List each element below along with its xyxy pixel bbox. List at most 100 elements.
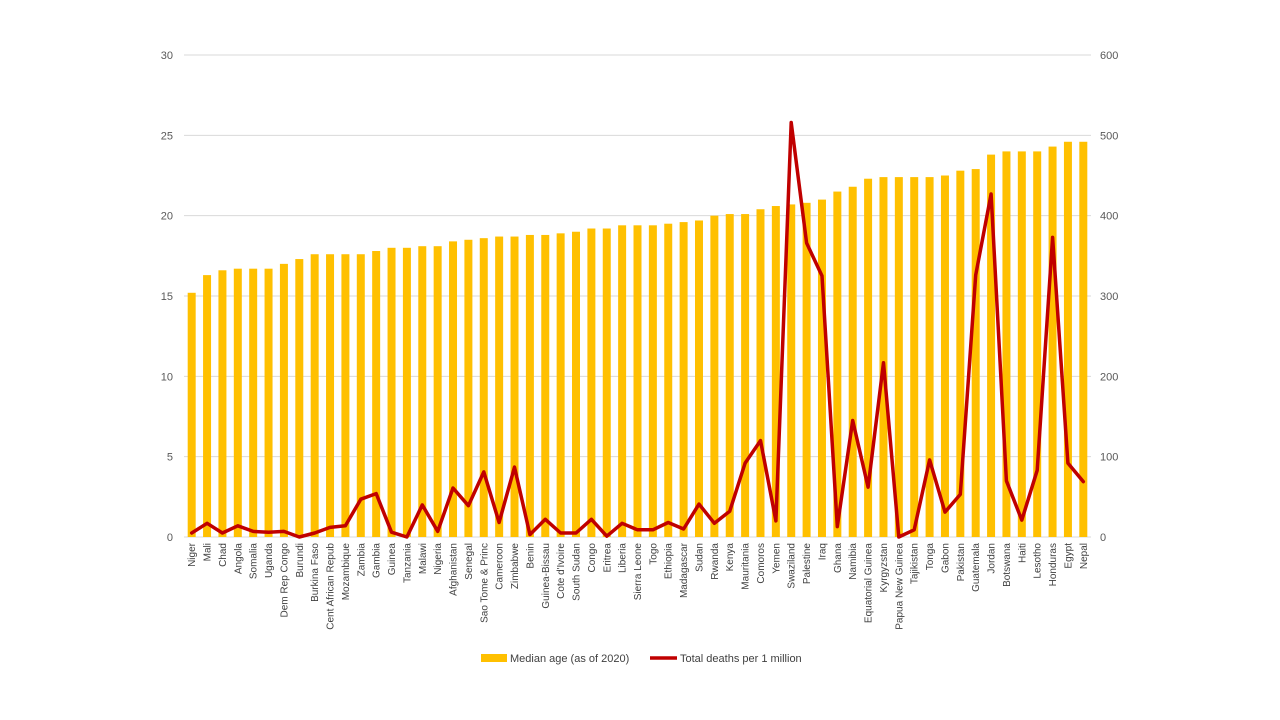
bar bbox=[787, 204, 796, 538]
category-label: Pakistan bbox=[956, 543, 967, 581]
category-label: Liberia bbox=[618, 543, 629, 573]
bar bbox=[418, 246, 427, 537]
right-tick-label: 0 bbox=[1100, 532, 1106, 544]
bar bbox=[541, 234, 550, 538]
category-label: Jordan bbox=[987, 543, 998, 574]
left-tick-label: 30 bbox=[161, 50, 173, 62]
bar bbox=[356, 254, 365, 537]
category-label: Lesotho bbox=[1033, 543, 1044, 579]
category-label: Namibia bbox=[848, 543, 859, 580]
bar bbox=[495, 236, 504, 537]
category-label: Mauritania bbox=[741, 543, 752, 590]
right-tick-label: 200 bbox=[1100, 371, 1118, 383]
bar bbox=[879, 177, 888, 537]
bar bbox=[1017, 151, 1026, 537]
bar bbox=[1063, 141, 1072, 537]
category-label: Cent African Repub bbox=[326, 543, 337, 630]
bar bbox=[802, 202, 811, 537]
category-label: Cote d'Ivoire bbox=[556, 543, 567, 599]
bar bbox=[249, 268, 258, 537]
category-label: Angola bbox=[233, 543, 244, 575]
category-label: Uganda bbox=[264, 543, 275, 578]
category-label: Gabon bbox=[940, 543, 951, 573]
category-label: Burundi bbox=[295, 543, 306, 577]
bar bbox=[587, 228, 596, 537]
bar bbox=[694, 220, 703, 537]
bar bbox=[618, 225, 627, 537]
bar bbox=[910, 177, 919, 537]
category-label: Sudan bbox=[694, 543, 705, 572]
category-label: Tajikistan bbox=[910, 543, 921, 584]
bar bbox=[833, 191, 842, 538]
left-tick-label: 25 bbox=[161, 130, 173, 142]
bar bbox=[233, 268, 242, 537]
category-label: Iraq bbox=[817, 543, 828, 560]
bar bbox=[510, 236, 519, 537]
category-label: Madagascar bbox=[679, 542, 690, 598]
bar bbox=[187, 292, 196, 537]
bar bbox=[1079, 141, 1088, 537]
category-label: Palestine bbox=[802, 543, 813, 585]
bar bbox=[741, 214, 750, 537]
left-tick-label: 15 bbox=[161, 291, 173, 303]
bar bbox=[940, 175, 949, 537]
bar bbox=[572, 231, 581, 537]
bar bbox=[387, 247, 396, 538]
right-tick-label: 400 bbox=[1100, 211, 1118, 223]
bar bbox=[602, 228, 611, 537]
category-label: Afghanistan bbox=[449, 543, 460, 596]
legend-swatch-median-age bbox=[481, 654, 507, 662]
category-label: Tanzania bbox=[402, 543, 413, 583]
category-label: Mali bbox=[203, 543, 214, 561]
category-label: Comoros bbox=[756, 543, 767, 584]
right-tick-label: 600 bbox=[1100, 50, 1118, 62]
bar bbox=[449, 241, 458, 537]
bar bbox=[1033, 151, 1042, 537]
category-label: Malawi bbox=[418, 543, 429, 574]
category-label: Gambia bbox=[372, 543, 383, 578]
bar-series bbox=[187, 141, 1088, 538]
category-label: Swaziland bbox=[787, 543, 798, 589]
left-tick-label: 10 bbox=[161, 371, 173, 383]
bar bbox=[479, 238, 488, 537]
bar bbox=[525, 234, 534, 538]
bar bbox=[971, 169, 980, 537]
category-label: Ethiopia bbox=[664, 543, 675, 580]
category-label: Botswana bbox=[1002, 543, 1013, 587]
bar bbox=[817, 199, 826, 537]
category-label: Egypt bbox=[1063, 543, 1074, 569]
right-axis: 0 100 200 300 400 500 600 bbox=[1100, 50, 1118, 544]
bar bbox=[848, 186, 857, 537]
bar bbox=[756, 209, 765, 538]
bar bbox=[771, 206, 780, 537]
right-tick-label: 300 bbox=[1100, 291, 1118, 303]
bar bbox=[556, 233, 565, 537]
category-label: Cameroon bbox=[495, 543, 506, 590]
left-tick-label: 20 bbox=[161, 211, 173, 223]
category-label: Mozambique bbox=[341, 543, 352, 601]
category-label: Haiti bbox=[1017, 543, 1028, 563]
legend: Median age (as of 2020) Total deaths per… bbox=[481, 653, 802, 665]
deaths-line bbox=[189, 120, 1086, 539]
category-label: Somalia bbox=[249, 543, 260, 580]
bar bbox=[310, 254, 319, 537]
right-tick-label: 500 bbox=[1100, 130, 1118, 142]
category-label: Togo bbox=[648, 543, 659, 565]
bar bbox=[402, 247, 411, 538]
category-label: Guinea bbox=[387, 543, 398, 576]
category-label: Benin bbox=[525, 543, 536, 569]
bar bbox=[987, 154, 996, 537]
category-label: Kenya bbox=[725, 543, 736, 572]
category-label: Guinea-Bissau bbox=[541, 543, 552, 609]
bar bbox=[894, 177, 903, 537]
left-tick-label: 5 bbox=[167, 452, 173, 464]
left-tick-label: 0 bbox=[167, 532, 173, 544]
bar bbox=[433, 246, 442, 537]
left-axis: 0 5 10 15 20 25 30 bbox=[161, 50, 173, 544]
category-label: Kyrgyzstan bbox=[879, 543, 890, 592]
bar bbox=[279, 263, 288, 537]
bar bbox=[218, 270, 227, 537]
bar bbox=[864, 178, 873, 538]
legend-label-total-deaths: Total deaths per 1 million bbox=[680, 653, 802, 665]
